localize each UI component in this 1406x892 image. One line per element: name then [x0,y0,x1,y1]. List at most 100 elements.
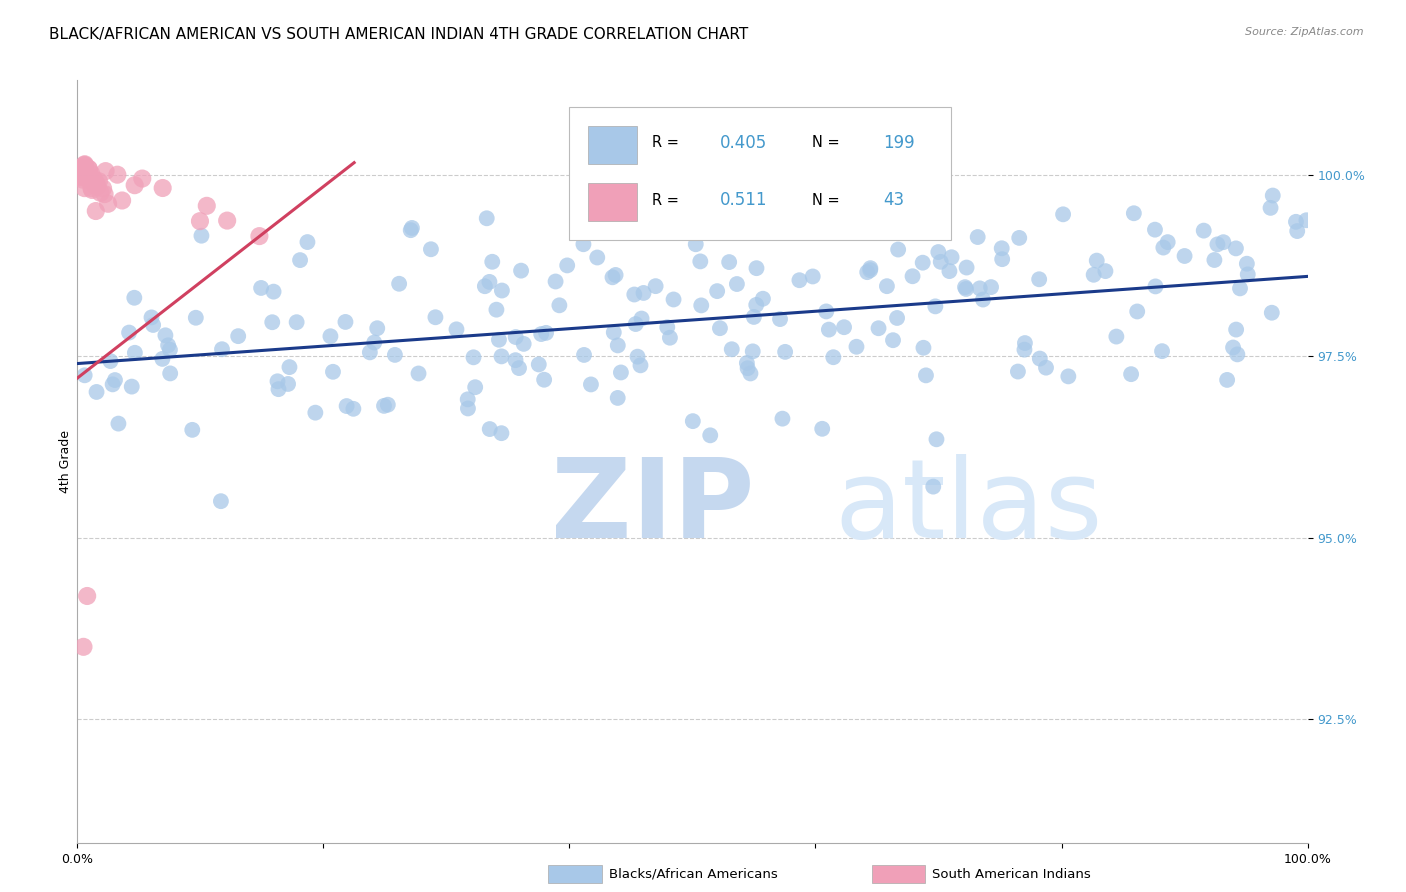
Point [491,426,513,441]
Point [1057,369,1080,384]
Point [689,254,711,268]
Point [267,382,290,396]
Point [606,391,628,405]
Point [209,494,232,508]
Point [152,351,174,366]
Point [1285,215,1308,229]
Point [773,344,796,359]
Point [262,315,284,329]
Text: N =: N = [811,193,839,208]
Point [86,177,108,191]
Point [1212,235,1234,250]
Point [832,320,855,334]
Point [124,346,146,360]
Point [322,365,344,379]
Point [603,326,626,340]
Point [1150,344,1173,359]
Point [142,318,165,332]
Point [508,361,530,376]
Point [83,173,105,187]
Point [1204,252,1226,267]
Point [801,269,824,284]
FancyBboxPatch shape [588,126,637,164]
Point [972,293,994,307]
Point [1192,224,1215,238]
Point [752,292,775,306]
Point [636,225,658,239]
Text: 43: 43 [883,191,904,209]
Point [1236,268,1258,282]
Point [630,311,652,326]
Point [481,254,503,268]
Point [263,285,285,299]
Point [247,229,270,244]
Point [623,287,645,301]
Point [488,333,510,347]
Point [505,330,527,344]
Point [491,284,513,298]
Point [1229,281,1251,295]
Point [159,343,181,357]
Point [76,169,98,184]
Point [408,367,430,381]
Point [155,328,177,343]
Point [319,329,342,343]
Point [1083,268,1105,282]
Point [363,335,385,350]
Point [124,291,146,305]
Point [886,310,908,325]
Point [605,268,627,282]
Point [572,237,595,252]
Point [491,350,513,364]
Point [1094,264,1116,278]
Point [1260,201,1282,215]
Point [152,181,174,195]
Point [1122,206,1144,220]
Point [1119,367,1142,381]
Point [685,237,707,252]
Point [80,171,103,186]
Point [101,377,124,392]
Point [72,167,94,181]
Point [131,171,153,186]
Point [342,401,364,416]
Point [811,422,834,436]
Point [530,327,553,342]
Point [1286,224,1309,238]
Point [478,422,501,436]
Point [769,312,792,326]
Point [181,423,204,437]
Point [277,376,299,391]
Point [87,174,110,188]
Point [1143,222,1166,236]
Point [510,263,533,277]
Point [925,432,948,446]
Point [768,219,790,233]
Point [737,361,759,376]
Point [73,368,96,383]
Point [966,230,988,244]
Point [990,241,1012,255]
Point [555,259,578,273]
Point [1295,213,1317,227]
Point [401,221,423,235]
Point [86,179,108,194]
Point [111,194,134,208]
FancyBboxPatch shape [588,183,637,221]
Point [953,280,976,294]
Point [217,213,239,227]
Point [67,169,90,184]
Point [741,344,763,359]
Point [725,277,748,291]
Text: 199: 199 [883,134,915,152]
Point [720,343,742,357]
Point [72,172,94,186]
Point [141,310,163,325]
Point [789,273,811,287]
Point [929,255,952,269]
Point [485,302,508,317]
Point [1225,241,1247,255]
Point [474,279,496,293]
Point [912,341,935,355]
Point [818,323,841,337]
